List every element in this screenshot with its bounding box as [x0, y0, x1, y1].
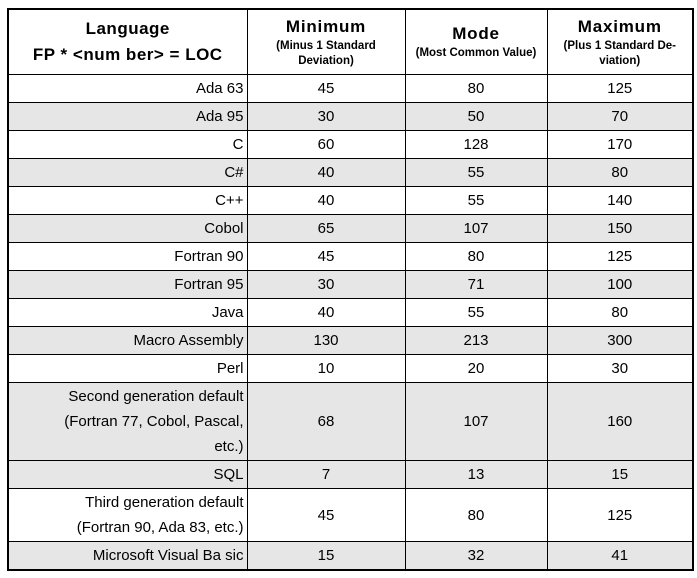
maximum-column-header: Maximum (Plus 1 Standard De- viation) [546, 8, 694, 75]
minimum-header-subtitle: (Minus 1 Standard Deviation) [276, 39, 376, 67]
table-header: Language FP * <num ber> = LOC Minimum (M… [7, 8, 694, 75]
maximum-cell: 125 [546, 488, 694, 542]
table-row: Ada 95 30 50 70 [7, 102, 694, 131]
table-row: C++ 40 55 140 [7, 186, 694, 215]
maximum-cell: 125 [546, 242, 694, 271]
mode-cell: 71 [404, 270, 548, 299]
minimum-cell: 65 [246, 214, 406, 243]
maximum-cell: 160 [546, 382, 694, 461]
maximum-header-subtitle: (Plus 1 Standard De- viation) [563, 39, 676, 67]
maximum-cell: 300 [546, 326, 694, 355]
minimum-header-label: Minimum [285, 16, 367, 36]
mode-cell: 55 [404, 158, 548, 187]
mode-cell: 55 [404, 298, 548, 327]
language-cell: Perl [7, 354, 248, 383]
language-cell: C# [7, 158, 248, 187]
maximum-cell: 170 [546, 130, 694, 159]
mode-cell: 107 [404, 214, 548, 243]
minimum-cell: 10 [246, 354, 406, 383]
language-cell: Second generation default (Fortran 77, C… [7, 382, 248, 461]
maximum-cell: 80 [546, 298, 694, 327]
minimum-cell: 45 [246, 242, 406, 271]
maximum-cell: 41 [546, 541, 694, 571]
table-row: C# 40 55 80 [7, 158, 694, 187]
language-cell: Fortran 90 [7, 242, 248, 271]
minimum-cell: 30 [246, 102, 406, 131]
header-row: Language FP * <num ber> = LOC Minimum (M… [7, 8, 694, 75]
table-row: Macro Assembly 130 213 300 [7, 326, 694, 355]
minimum-cell: 45 [246, 74, 406, 103]
mode-cell: 80 [404, 488, 548, 542]
minimum-cell: 68 [246, 382, 406, 461]
maximum-cell: 80 [546, 158, 694, 187]
mode-cell: 55 [404, 186, 548, 215]
maximum-cell: 70 [546, 102, 694, 131]
mode-cell: 213 [404, 326, 548, 355]
mode-cell: 128 [404, 130, 548, 159]
table-row: Second generation default (Fortran 77, C… [7, 382, 694, 461]
maximum-cell: 150 [546, 214, 694, 243]
mode-column-header: Mode (Most Common Value) [404, 8, 548, 75]
maximum-cell: 30 [546, 354, 694, 383]
language-cell: Macro Assembly [7, 326, 248, 355]
language-cell: Microsoft Visual Ba sic [7, 541, 248, 571]
minimum-cell: 130 [246, 326, 406, 355]
table-row: Ada 63 45 80 125 [7, 74, 694, 103]
table-row: Perl 10 20 30 [7, 354, 694, 383]
minimum-cell: 15 [246, 541, 406, 571]
table-row: Cobol 65 107 150 [7, 214, 694, 243]
minimum-cell: 30 [246, 270, 406, 299]
maximum-cell: 100 [546, 270, 694, 299]
language-cell: Ada 63 [7, 74, 248, 103]
language-cell: SQL [7, 460, 248, 489]
maximum-cell: 15 [546, 460, 694, 489]
minimum-cell: 45 [246, 488, 406, 542]
minimum-cell: 40 [246, 186, 406, 215]
language-cell: Cobol [7, 214, 248, 243]
table-row: SQL 7 13 15 [7, 460, 694, 489]
language-cell: Third generation default (Fortran 90, Ad… [7, 488, 248, 542]
table-row: Java 40 55 80 [7, 298, 694, 327]
mode-header-label: Mode [452, 24, 500, 43]
language-cell: C [7, 130, 248, 159]
language-cell: Ada 95 [7, 102, 248, 131]
table-row: C 60 128 170 [7, 130, 694, 159]
maximum-header-label: Maximum [577, 16, 662, 36]
mode-cell: 80 [404, 74, 548, 103]
maximum-cell: 125 [546, 74, 694, 103]
table-body: Ada 63 45 80 125 Ada 95 30 50 70 C 60 12… [7, 74, 694, 571]
minimum-cell: 60 [246, 130, 406, 159]
minimum-cell: 40 [246, 158, 406, 187]
mode-cell: 32 [404, 541, 548, 571]
minimum-column-header: Minimum (Minus 1 Standard Deviation) [246, 8, 406, 75]
minimum-cell: 7 [246, 460, 406, 489]
maximum-cell: 140 [546, 186, 694, 215]
language-cell: C++ [7, 186, 248, 215]
mode-cell: 80 [404, 242, 548, 271]
language-cell: Fortran 95 [7, 270, 248, 299]
language-cell: Java [7, 298, 248, 327]
table-row: Fortran 95 30 71 100 [7, 270, 694, 299]
mode-cell: 107 [404, 382, 548, 461]
table-row: Microsoft Visual Ba sic 15 32 41 [7, 541, 694, 571]
mode-cell: 13 [404, 460, 548, 489]
fp-to-loc-conversion-table: Language FP * <num ber> = LOC Minimum (M… [7, 8, 694, 571]
language-column-header: Language FP * <num ber> = LOC [7, 8, 248, 75]
mode-cell: 20 [404, 354, 548, 383]
mode-cell: 50 [404, 102, 548, 131]
minimum-cell: 40 [246, 298, 406, 327]
table-row: Fortran 90 45 80 125 [7, 242, 694, 271]
mode-header-subtitle: (Most Common Value) [415, 47, 537, 59]
table-row: Third generation default (Fortran 90, Ad… [7, 488, 694, 542]
